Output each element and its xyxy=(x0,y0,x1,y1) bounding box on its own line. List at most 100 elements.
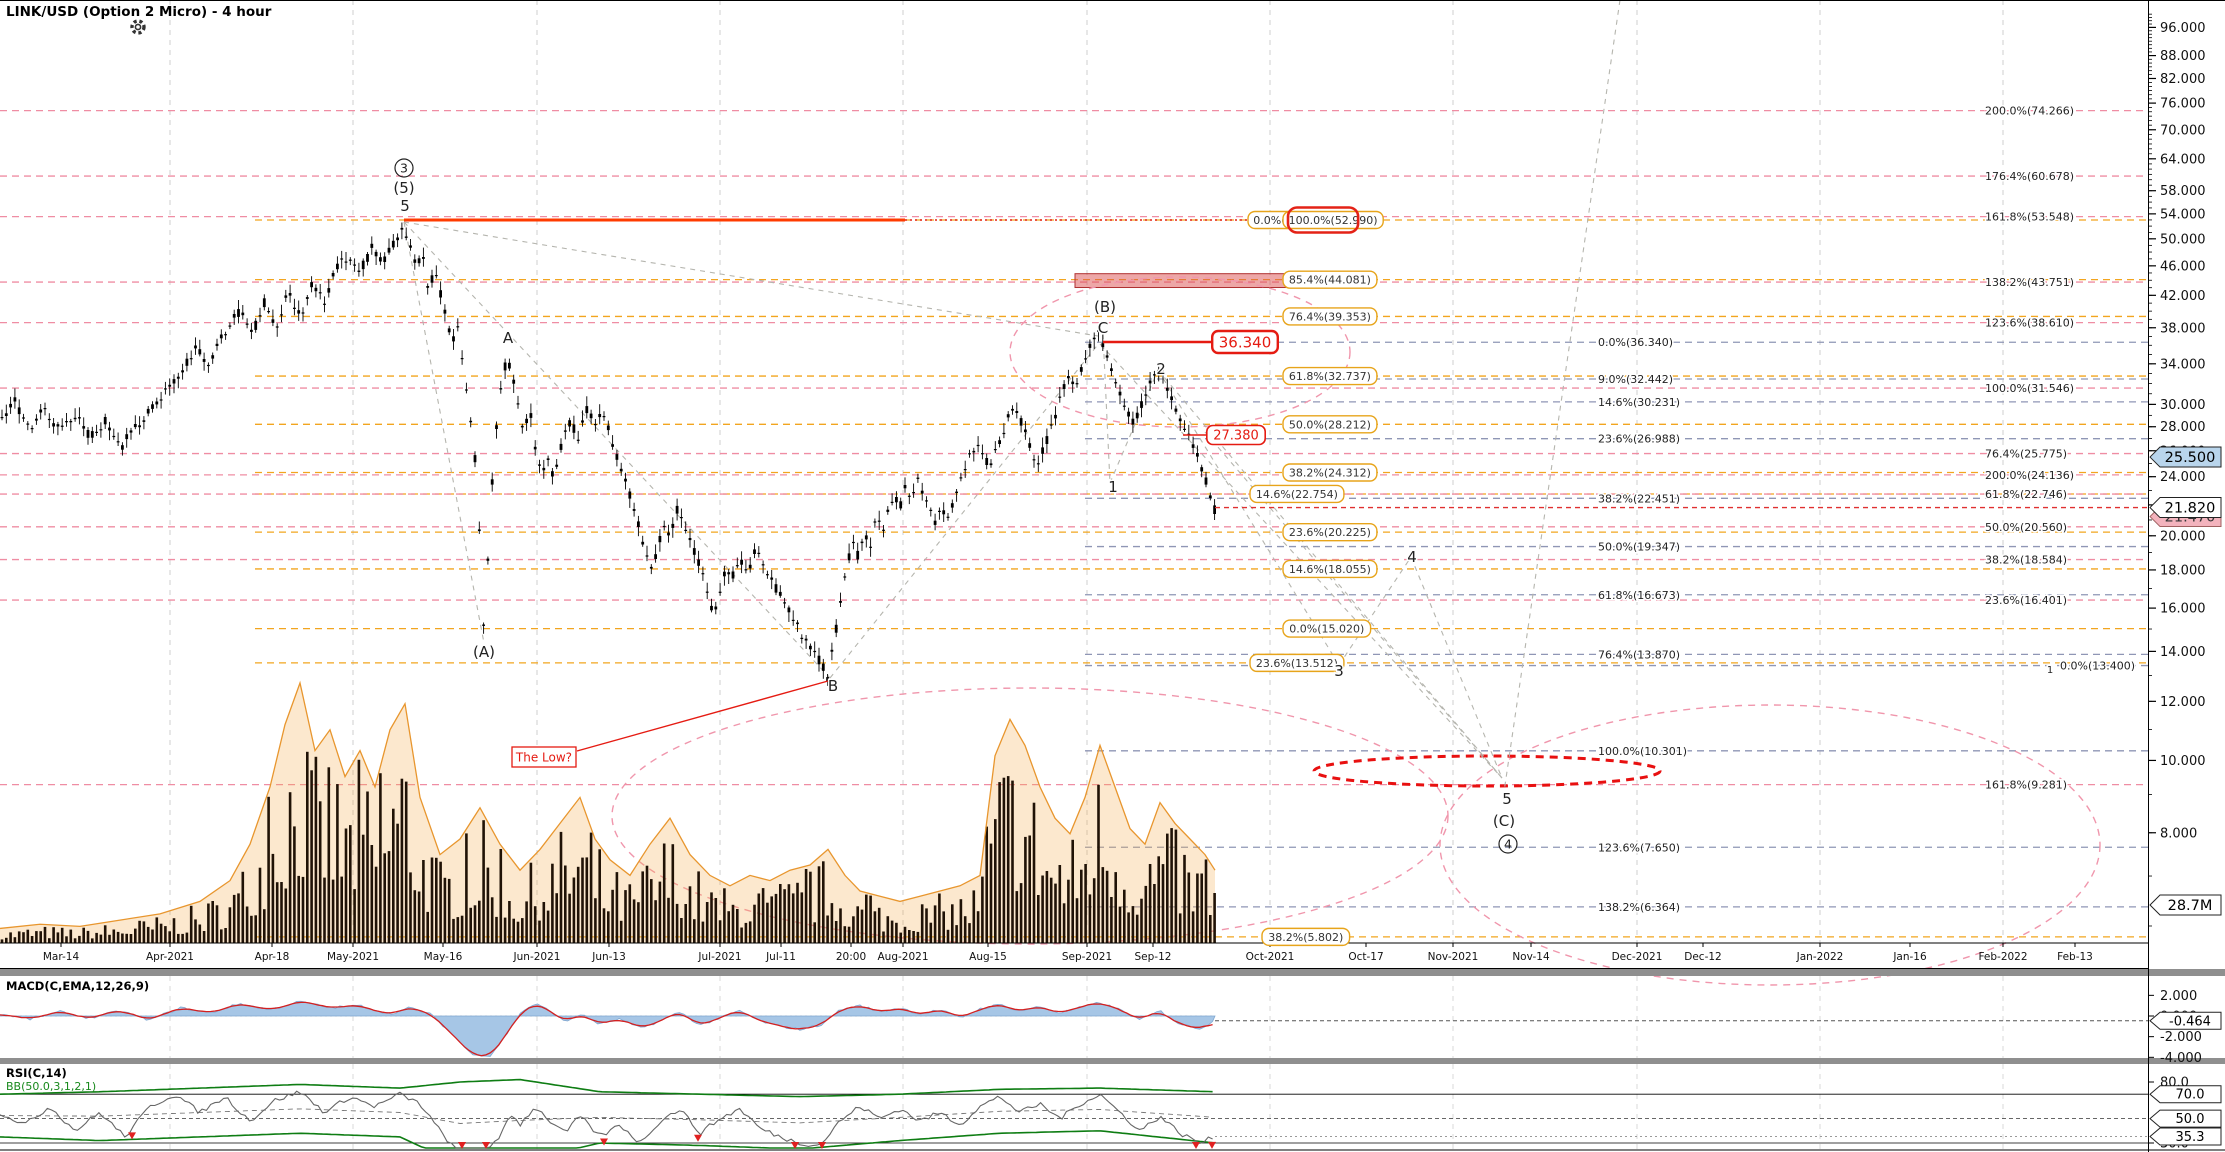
projection-line-11[interactable] xyxy=(1204,431,1503,779)
candlestick-series xyxy=(0,222,1216,686)
fib-label-boxed-23.6%(13.512)[interactable]: 23.6%(13.512) xyxy=(1249,653,1345,673)
fib-label-100.0%(10.301)[interactable]: 100.0%(10.301) xyxy=(1597,743,1689,759)
fib-label-boxed-23.6%(20.225)[interactable]: 23.6%(20.225) xyxy=(1282,522,1378,542)
fib-label-123.6%(7.650)[interactable]: 123.6%(7.650) xyxy=(1597,840,1682,856)
panel-separator[interactable] xyxy=(0,1058,2225,1064)
time-label-Mar-14: Mar-14 xyxy=(43,951,80,963)
macd-pane-label: MACD(C,EMA,12,26,9) xyxy=(6,979,150,993)
time-label-Nov-2021: Nov-2021 xyxy=(1428,951,1479,963)
svg-text:100.0%(52.990): 100.0%(52.990) xyxy=(1289,214,1378,227)
rsi-tag-35.3[interactable]: 35.3 xyxy=(2149,1127,2222,1146)
wave-label-C[interactable]: C xyxy=(1096,318,1109,339)
wave-label-(B)[interactable]: (B) xyxy=(1093,297,1118,318)
wave-label-2[interactable]: 2 xyxy=(1155,359,1168,380)
fib-label-161.8%(9.281)[interactable]: 161.8%(9.281) xyxy=(1984,777,2069,793)
wave-label-3[interactable]: 3 xyxy=(1333,661,1346,682)
projection-line-5[interactable] xyxy=(1109,369,1159,484)
wave-label-(A)[interactable]: (A) xyxy=(472,642,497,663)
settings-gear-icon[interactable] xyxy=(126,15,150,39)
fib-label-138.2%(6.364)[interactable]: 138.2%(6.364) xyxy=(1597,899,1682,915)
wave-label-(C)[interactable]: (C) xyxy=(1491,811,1516,832)
projection-line-6[interactable] xyxy=(1157,369,1340,666)
rsi-sell-arrow xyxy=(128,1132,136,1140)
fib-label-100.0%(31.546)[interactable]: 100.0%(31.546) xyxy=(1984,381,2076,397)
fib-label-boxed-85.4%(44.081)[interactable]: 85.4%(44.081) xyxy=(1282,270,1378,289)
fib-label-boxed-76.4%(39.353)[interactable]: 76.4%(39.353) xyxy=(1282,307,1378,326)
last-price-tag[interactable]: 21.820 xyxy=(2149,497,2222,519)
fib-label-boxed-38.2%(5.802)[interactable]: 38.2%(5.802) xyxy=(1261,927,1351,947)
wave-label-circled-3[interactable]: 3 xyxy=(394,158,414,178)
fib-label-200.0%(74.266)[interactable]: 200.0%(74.266) xyxy=(1984,103,2076,119)
price-tick-42: 42.000 xyxy=(2160,289,2206,304)
wave-label-5[interactable]: 5 xyxy=(399,196,412,217)
price-tick-88: 88.000 xyxy=(2160,49,2206,64)
fib-label-38.2%(18.584)[interactable]: 38.2%(18.584) xyxy=(1984,552,2069,568)
fib-label-176.4%(60.678)[interactable]: 176.4%(60.678) xyxy=(1984,169,2076,185)
fib-label-50.0%(20.560)[interactable]: 50.0%(20.560) xyxy=(1984,519,2069,535)
rsi-tag-50.0[interactable]: 50.0 xyxy=(2149,1109,2222,1128)
fib-label-14.6%(30.231)[interactable]: 14.6%(30.231) xyxy=(1597,394,1682,410)
fib-label-9.0%(32.442)[interactable]: 9.0%(32.442) xyxy=(1597,372,1675,388)
projection-line-10[interactable] xyxy=(1157,369,1503,779)
projection-line-3[interactable] xyxy=(829,341,1101,679)
rsi-tag-70.0[interactable]: 70.0 xyxy=(2149,1085,2222,1104)
svg-text:23.6%(20.225): 23.6%(20.225) xyxy=(1289,526,1371,539)
fib-label-boxed-61.8%(32.737)[interactable]: 61.8%(32.737) xyxy=(1282,366,1378,386)
fib-label-23.6%(16.401)[interactable]: 23.6%(16.401) xyxy=(1984,593,2069,609)
pink-ellipse-0[interactable] xyxy=(1009,276,1351,428)
wave-label-5[interactable]: 5 xyxy=(1501,789,1514,810)
rsi-bb-lower-band xyxy=(0,1130,1213,1149)
fib-label-boxed-38.2%(24.312)[interactable]: 38.2%(24.312) xyxy=(1282,463,1378,482)
fib-label-76.4%(25.775)[interactable]: 76.4%(25.775) xyxy=(1984,446,2069,462)
fib-label-200.0%(24.136)[interactable]: 200.0%(24.136) xyxy=(1984,467,2076,483)
projection-line-8[interactable] xyxy=(1410,556,1503,779)
fib-label-76.4%(13.870)[interactable]: 76.4%(13.870) xyxy=(1597,647,1682,663)
projection-line-9[interactable] xyxy=(1099,343,1503,779)
fib-label-boxed-14.6%(22.754)[interactable]: 14.6%(22.754) xyxy=(1249,484,1345,504)
red-price-tag-36.340[interactable]: 36.340 xyxy=(1210,329,1279,355)
wave-label-A[interactable]: A xyxy=(501,328,515,349)
pink-ellipse-1[interactable] xyxy=(611,687,1449,945)
fib-label-161.8%(53.548)[interactable]: 161.8%(53.548) xyxy=(1984,209,2076,225)
fib-label-61.8%(22.746)[interactable]: 61.8%(22.746) xyxy=(1984,487,2069,503)
fib-label-0.0%(13.400)[interactable]: 0.0%(13.400) xyxy=(2059,658,2137,674)
fib-label-0.0%(36.340)[interactable]: 0.0%(36.340) xyxy=(1597,335,1675,351)
svg-text:85.4%(44.081): 85.4%(44.081) xyxy=(1289,274,1371,287)
fib-label-123.6%(38.610)[interactable]: 123.6%(38.610) xyxy=(1984,315,2076,331)
red-target-ellipse[interactable] xyxy=(1312,754,1662,788)
pink-ellipse-2[interactable] xyxy=(1439,704,2101,986)
wave-label-(5)[interactable]: (5) xyxy=(392,178,416,199)
fib-label-boxed-100.0%(52.990)[interactable]: 100.0%(52.990) xyxy=(1282,206,1384,234)
red-price-tag-27.380[interactable]: 27.380 xyxy=(1206,424,1267,446)
time-label-Jul-2021: Jul-2021 xyxy=(697,951,741,963)
fib-label-boxed-14.6%(18.055)[interactable]: 14.6%(18.055) xyxy=(1282,559,1378,579)
fib-label-38.2%(22.451)[interactable]: 38.2%(22.451) xyxy=(1597,491,1682,507)
the-low-annotation[interactable]: The Low? xyxy=(511,746,577,768)
panel-separator[interactable] xyxy=(0,969,2225,976)
projection-line-2[interactable] xyxy=(403,221,1099,337)
svg-text:70.0: 70.0 xyxy=(2176,1088,2205,1103)
time-label-Feb-2022: Feb-2022 xyxy=(1978,951,2027,963)
rsi-line xyxy=(0,1090,1213,1149)
wave-label-1[interactable]: 1 xyxy=(1107,477,1120,498)
projection-line-0[interactable] xyxy=(403,221,485,644)
wave-label-circled-4[interactable]: 4 xyxy=(1498,834,1518,854)
projection-line-4[interactable] xyxy=(1102,333,1111,484)
fib-label-50.0%(19.347)[interactable]: 50.0%(19.347) xyxy=(1597,539,1682,555)
wave-label-B[interactable]: B xyxy=(826,676,839,697)
fib-label-138.2%(43.751)[interactable]: 138.2%(43.751) xyxy=(1984,275,2076,291)
price-tick-34: 34.000 xyxy=(2160,357,2206,372)
time-label-Jun-13: Jun-13 xyxy=(591,951,626,963)
projection-line-7[interactable] xyxy=(1338,556,1412,666)
projection-line-12[interactable] xyxy=(1503,0,1621,793)
price-tick-50: 50.000 xyxy=(2160,232,2206,247)
fib-label-23.6%(26.988)[interactable]: 23.6%(26.988) xyxy=(1597,431,1682,447)
price-alert-tag-blue[interactable]: 25.500 xyxy=(2149,446,2222,468)
fib-label-boxed-0.0%(15.020)[interactable]: 0.0%(15.020) xyxy=(1282,619,1372,638)
wave-label-1[interactable]: 1 xyxy=(2045,664,2054,678)
fib-label-61.8%(16.673)[interactable]: 61.8%(16.673) xyxy=(1597,587,1682,603)
volume-value-tag[interactable]: 28.7M xyxy=(2149,894,2222,916)
fib-label-boxed-50.0%(28.212)[interactable]: 50.0%(28.212) xyxy=(1282,415,1378,434)
macd-last-value-tag[interactable]: -0.464 xyxy=(2149,1011,2222,1030)
wave-label-4[interactable]: 4 xyxy=(1406,547,1419,568)
